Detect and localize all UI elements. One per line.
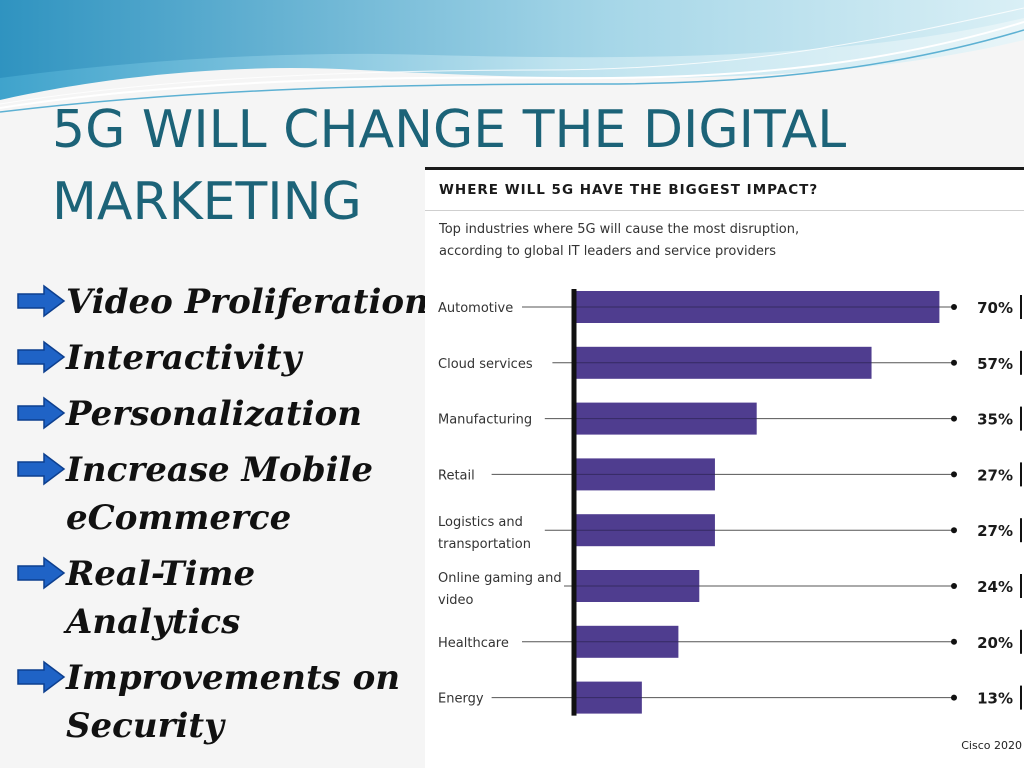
bullet-text: Personalization xyxy=(66,394,362,434)
value-label: 70% xyxy=(977,299,1013,317)
value-label: 20% xyxy=(977,634,1013,652)
bullet-text: Interactivity xyxy=(66,338,302,378)
chart-card: Automotive 70% Cloud services 57% Manufactur… xyxy=(425,167,1024,768)
category-label: Automotive xyxy=(438,301,513,316)
value-label: 27% xyxy=(977,522,1013,540)
bullet-item: Personalization xyxy=(14,390,434,438)
category-label: Manufacturing xyxy=(438,413,532,428)
category-label: Healthcare xyxy=(438,636,509,651)
value-label: 24% xyxy=(977,578,1013,596)
value-dot xyxy=(951,694,957,701)
bullet-item: Interactivity xyxy=(14,334,434,382)
slide-title: 5G WILL CHANGE THE DIGITAL MARKETING xyxy=(52,100,847,232)
chart-title: WHERE WILL 5G HAVE THE BIGGEST IMPACT? xyxy=(439,182,819,198)
category-label: Retail xyxy=(438,468,475,483)
category-label: Logistics and transportation xyxy=(438,515,531,552)
category-label: Energy xyxy=(438,692,484,707)
category-label: Cloud services xyxy=(438,357,533,372)
bullet-text: Real-Time Analytics xyxy=(66,554,256,642)
arrow-right-icon xyxy=(17,660,66,694)
value-label: 57% xyxy=(977,355,1013,373)
value-dot xyxy=(951,415,957,422)
value-dot xyxy=(951,359,957,366)
bullet-text: Improvements on Security xyxy=(66,658,401,746)
bullet-item: Video Proliferation xyxy=(14,278,434,326)
value-label: 35% xyxy=(977,411,1013,429)
bullet-list: Video Proliferation Interactivity Person… xyxy=(14,278,434,758)
arrow-right-icon xyxy=(17,284,66,318)
chart-divider xyxy=(425,210,1024,211)
value-label: 13% xyxy=(977,690,1013,708)
bar-chart: Automotive 70% Cloud services 57% Manufactur… xyxy=(438,289,1022,716)
bullet-text: Increase Mobile eCommerce xyxy=(66,450,374,538)
arrow-right-icon xyxy=(17,556,66,590)
bullet-item: Increase Mobile eCommerce xyxy=(14,446,434,542)
value-dot xyxy=(951,304,957,310)
bullet-item: Improvements on Security xyxy=(14,654,434,750)
arrow-right-icon xyxy=(17,396,66,430)
chart-source: Cisco 2020 xyxy=(961,739,1022,752)
value-label: 27% xyxy=(977,466,1013,484)
value-dot xyxy=(951,527,957,534)
category-label: Online gaming and video xyxy=(438,571,562,608)
bullet-item: Real-Time Analytics xyxy=(14,550,434,646)
wave-banner xyxy=(0,0,1024,120)
value-dot xyxy=(951,638,957,645)
value-dot xyxy=(951,471,957,478)
chart-subtitle: Top industries where 5G will cause the m… xyxy=(439,222,800,259)
bullet-text: Video Proliferation xyxy=(66,282,429,322)
arrow-right-icon xyxy=(17,452,66,486)
arrow-right-icon xyxy=(17,340,66,374)
value-dot xyxy=(951,583,957,589)
